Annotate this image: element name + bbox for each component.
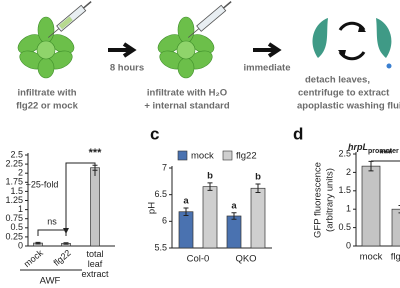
error-bar (398, 205, 400, 214)
bar (361, 165, 381, 247)
y-tick-label: 5.5 (154, 242, 167, 252)
y-axis-label: pH (147, 202, 158, 214)
annotation: ns (47, 216, 57, 226)
y-tick-label: 0.5 (10, 222, 23, 232)
title-sub: promoter (368, 148, 399, 155)
y-tick-label: 2.25 (5, 158, 23, 168)
bar (202, 186, 218, 249)
y-tick-label: 2 (346, 167, 351, 177)
legend-swatch (222, 150, 233, 161)
value-label: b (207, 170, 213, 181)
y-tick-label: 1.25 (5, 195, 23, 205)
y-axis-label: GFP fluorescence (313, 162, 324, 238)
step-label: detach leaves, (305, 75, 370, 86)
x-tick-label: QKO (235, 254, 256, 265)
bar (90, 167, 100, 247)
y-tick-label: 0 (18, 240, 23, 250)
panel-label: d (293, 124, 303, 143)
value-label: a (183, 196, 189, 207)
y-tick-label: 1 (18, 204, 23, 214)
x-tick-label: mock (22, 247, 45, 269)
y-tick-label: 0 (346, 240, 351, 250)
step-label: infiltrate with H₂O (147, 88, 227, 99)
centrifuge-icon (312, 18, 392, 69)
error-bar (35, 241, 41, 245)
y-tick-label: 1.5 (338, 185, 351, 195)
arrow (108, 42, 137, 58)
error-bar (207, 182, 213, 191)
step-label: apoplastic washing fluid (297, 101, 400, 112)
step-label: centrifuge to extract (298, 88, 390, 99)
syringe-2 (187, 1, 232, 38)
y-tick-label: 6 (162, 216, 167, 226)
syringe-1 (47, 1, 92, 38)
title-main: hrpL (348, 142, 368, 152)
chart-title: hrpLpromoter (348, 142, 399, 154)
bar (226, 215, 242, 249)
bar (178, 211, 194, 249)
y-tick-label: 2.5 (338, 148, 351, 158)
y-tick-label: 1.75 (5, 177, 23, 187)
ns-bracket (37, 229, 67, 236)
value-label: b (255, 172, 261, 183)
x-tick-label: flg22 (391, 252, 400, 263)
y-tick-label: 1 (346, 204, 351, 214)
y-tick-label: 2 (18, 168, 23, 178)
x-tick-label-box: total leaf extract (81, 249, 109, 279)
interval-label: 8 hours (110, 63, 144, 74)
error-bar (183, 207, 189, 216)
legend-label: flg22 (236, 151, 257, 162)
annotation: *** (380, 148, 394, 160)
x-tick-label: total leaf extract (81, 249, 109, 279)
step-label: infiltrate with (17, 88, 76, 99)
legend-label: mock (191, 151, 214, 162)
annotation: *** (89, 147, 103, 159)
step-label: + internal standard (144, 101, 229, 112)
legend-swatch (177, 150, 188, 161)
y-tick-label: 1.5 (10, 186, 23, 196)
error-bar (63, 242, 69, 245)
y-tick-label: 6.5 (154, 189, 167, 199)
plant-2 (157, 16, 215, 79)
step-label: flg22 or mock (16, 101, 78, 112)
y-axis-label: (arbitrary units) (325, 168, 336, 232)
x-tick-label: flg22 (51, 248, 72, 268)
interval-label: immediate (244, 63, 291, 74)
panel-label: c (150, 124, 159, 143)
bar (250, 187, 266, 249)
y-tick-label: 7 (162, 162, 167, 172)
error-bar (231, 212, 237, 220)
y-tick-label: 0.5 (338, 222, 351, 232)
y-tick-label: 0.25 (5, 231, 23, 241)
x-tick-label: Col-0 (187, 254, 210, 265)
x-tick-label: mock (360, 252, 383, 263)
value-label: a (231, 200, 237, 211)
comparison-arrow (65, 162, 96, 228)
plant-1 (17, 16, 75, 79)
bar (391, 208, 400, 247)
error-bar (255, 183, 261, 194)
y-tick-label: 2.5 (10, 149, 23, 159)
group-label: AWF (40, 276, 61, 287)
arrow (253, 42, 282, 58)
annotation: ~25-fold (26, 179, 59, 189)
y-tick-label: 0.75 (5, 213, 23, 223)
